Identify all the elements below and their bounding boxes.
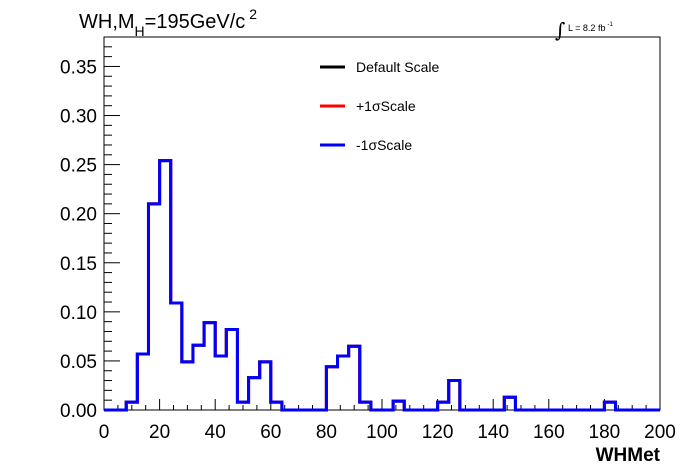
y-tick-label: 0.15 (60, 254, 97, 275)
series-line-2 (104, 159, 660, 412)
x-tick-label: 20 (149, 422, 170, 443)
legend: Default Scale +1σScale -1σScale (320, 59, 439, 153)
y-tick-label: 0.20 (60, 205, 97, 226)
series-line-1 (104, 159, 660, 412)
title-rest: =195GeV/c (145, 11, 246, 33)
legend-label: Default Scale (356, 59, 439, 75)
title-subscript: H (135, 23, 145, 39)
x-axis-title: WHMet (596, 445, 661, 466)
title-superscript: 2 (249, 6, 257, 22)
x-tick-label: 40 (205, 422, 226, 443)
lumi-superscript: -1 (607, 22, 613, 28)
lumi-value: L = 8.2 fb (568, 23, 605, 33)
x-tick-label: 60 (260, 422, 281, 443)
legend-label: +1σScale (356, 98, 416, 114)
x-tick-label: 140 (477, 422, 509, 443)
x-tick-label: 160 (533, 422, 565, 443)
x-tick-label: 180 (589, 422, 621, 443)
y-tick-label: 0.10 (60, 303, 97, 324)
legend-label: -1σScale (356, 137, 412, 153)
series-line-0 (104, 159, 660, 412)
luminosity-label: ∫ L = 8.2 fb -1 (555, 18, 613, 42)
y-tick-label: 0.30 (60, 107, 97, 128)
y-tick-label: 0.00 (60, 401, 97, 422)
integral-symbol: ∫ (555, 18, 565, 42)
y-tick-label: 0.25 (60, 156, 97, 177)
y-tick-label: 0.05 (60, 352, 97, 373)
lumi-text: L = 8.2 fb -1 (568, 22, 613, 33)
series-group (104, 159, 660, 412)
x-axis: 0 20 40 60 80 100 120 140 160 180 200 (99, 399, 676, 443)
title-main: WH,M (79, 11, 135, 33)
x-tick-label: 200 (644, 422, 676, 443)
x-tick-label: 80 (316, 422, 337, 443)
y-tick-label: 0.35 (60, 57, 97, 78)
x-tick-label: 120 (422, 422, 454, 443)
plot-frame (103, 36, 661, 411)
x-tick-label: 100 (366, 422, 398, 443)
y-axis: 0.00 0.05 0.10 0.15 0.20 0.25 0.30 0.35 (60, 46, 120, 422)
x-tick-label: 0 (99, 422, 110, 443)
chart-title: WH,MH=195GeV/c 2 (79, 6, 257, 39)
